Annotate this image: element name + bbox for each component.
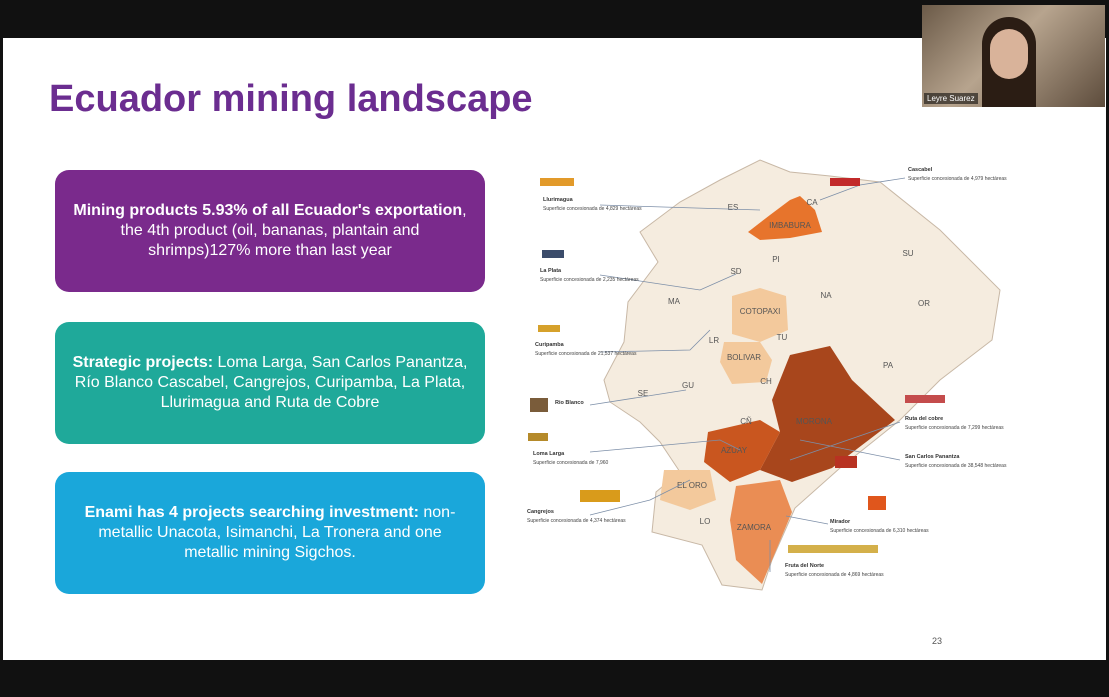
province-label: EL ORO [677, 481, 707, 490]
project-name: Llurimagua [543, 197, 574, 203]
province-bolivar [720, 342, 772, 384]
province-label: ES [728, 203, 739, 212]
province-label: COTOPAXI [740, 307, 781, 316]
province-label: LO [700, 517, 711, 526]
project-name: La Plata [540, 268, 562, 274]
info-box: Mining products 5.93% of all Ecuador's e… [55, 170, 485, 292]
box-text: non-metallic Unacota, Isimanchi, La Tron… [98, 504, 456, 561]
province-label: OR [918, 299, 930, 308]
province-azuay [704, 420, 780, 482]
province-label: LR [709, 336, 719, 345]
project-description: Superficie concesionada de 4,869 hectáre… [785, 572, 884, 578]
province-el-oro [660, 470, 716, 510]
province-label: NA [820, 291, 832, 300]
project-name: San Carlos Panantza [905, 454, 960, 460]
project-description: Superficie concesionada de 2,235 hectáre… [540, 277, 639, 283]
project-annotations: Llurimagua Superficie concesionada de 4,… [527, 167, 1007, 578]
province-label: MORONA [796, 417, 833, 426]
project-description: Superficie concesionada de 6,310 hectáre… [830, 528, 929, 534]
project-description: Superficie concesionada de 21,537 hectár… [535, 351, 637, 357]
project-name: Cangrejos [527, 509, 554, 515]
project-name: Mirador [830, 519, 851, 525]
slide-title: Ecuador mining landscape [49, 78, 533, 120]
page-number: 23 [931, 636, 942, 646]
province-label: PI [772, 255, 780, 264]
province-label: MA [668, 297, 681, 306]
province-label: SD [730, 267, 741, 276]
province-morona [760, 346, 895, 482]
project-name: Rio Blanco [555, 400, 584, 406]
info-box: Strategic projects: Loma Larga, San Carl… [55, 322, 485, 444]
province-label: CA [806, 198, 818, 207]
project-name: Loma Larga [533, 451, 565, 457]
province-label: CÑ [740, 417, 752, 426]
province-label: TU [777, 333, 788, 342]
box-text: Loma Larga, San Carlos Panantza, Río Bla… [74, 354, 468, 411]
info-box: Enami has 4 projects searching investmen… [55, 472, 485, 594]
participant-face [990, 29, 1028, 79]
participant-name: Leyre Suarez [924, 93, 978, 104]
project-description: Superficie concesionada de 4,979 hectáre… [908, 176, 1007, 182]
province-label: BOLIVAR [727, 353, 761, 362]
province-label: GU [682, 381, 694, 390]
project-name: Cascabel [908, 167, 933, 173]
province-label: SU [902, 249, 913, 258]
project-description: Superficie concesionada de 7,299 hectáre… [905, 425, 1004, 431]
province-label: CH [760, 377, 772, 386]
province-labels: ES CA IMBABURA SU PI SD NA OR MA COTOPAX… [638, 198, 931, 532]
project-description: Superficie concesionada de 4,374 hectáre… [527, 518, 626, 524]
project-name: Ruta del cobre [905, 416, 943, 422]
province-label: AZUAY [721, 446, 748, 455]
logos [528, 178, 945, 553]
project-description: Superficie concesionada de 4,829 hectáre… [543, 206, 642, 212]
box-bold: Enami has 4 projects searching investmen… [84, 504, 419, 521]
project-name: Curipamba [535, 342, 565, 348]
province-label: IMBABURA [769, 221, 811, 230]
province-cotopaxi [732, 288, 788, 342]
box-bold: Strategic projects: [72, 354, 214, 371]
participant-video: Leyre Suarez [922, 5, 1105, 107]
province-label: SE [638, 389, 649, 398]
province-imbabura [748, 196, 822, 240]
province-label: PA [883, 361, 894, 370]
box-bold: Mining products 5.93% of all Ecuador's e… [73, 202, 463, 219]
box-text: , the 4th product (oil, bananas, plantai… [120, 202, 467, 259]
province-zamora [730, 480, 792, 584]
province-label: ZAMORA [737, 523, 772, 532]
project-name: Fruta del Norte [785, 563, 824, 569]
project-description: Superficie concesionada de 38,548 hectár… [905, 463, 1007, 469]
connectors [589, 177, 906, 572]
project-description: Superficie concesionada de 7,960 [533, 460, 609, 466]
